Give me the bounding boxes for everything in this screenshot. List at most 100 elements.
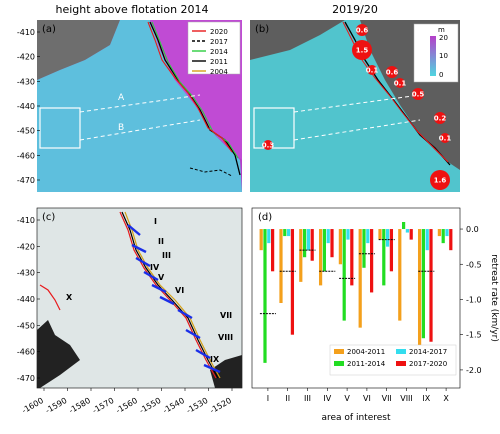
panel-a-ice: [37, 20, 242, 192]
bar-VIII-2014-2017: [405, 229, 410, 233]
bar-VII-2014-2017: [385, 229, 390, 247]
legend-label-2004: 2004: [210, 68, 228, 76]
bar-III-2004-2011: [299, 229, 303, 282]
bar-II-2011-2014: [283, 229, 287, 237]
speed-label: 0.2: [434, 115, 447, 123]
profile-segment: [195, 348, 211, 360]
speed-label: 1.5: [356, 47, 369, 55]
xtick--1560: -1560: [114, 396, 139, 415]
region-label-a: A: [118, 93, 125, 103]
colorbar-tick-10: 10: [439, 52, 448, 60]
xtick-d-VIII: VIII: [400, 394, 413, 403]
xtick-d-II: II: [285, 394, 290, 403]
ytick-d-0.0: 0.0: [466, 225, 479, 234]
bar-I-2011-2014: [263, 229, 267, 363]
legend-swatch-2011-2014: [334, 361, 344, 366]
panel-c-line-2004: [124, 211, 221, 379]
panel-a-zoom-box: [39, 107, 81, 149]
ytick--470: -470: [17, 374, 35, 383]
bar-VI-2014-2017: [366, 229, 370, 244]
speed-pin: [356, 24, 368, 36]
panel-a-line-2011: [149, 21, 241, 176]
speed-label: 0.6: [356, 27, 369, 35]
speed-label: 0.5: [412, 91, 425, 99]
bar-II-2014-2017: [286, 229, 291, 237]
bar-IX-2011-2014: [421, 229, 425, 339]
bar-I-2014-2017: [267, 229, 271, 244]
panel-c-label: (c): [42, 212, 55, 223]
profile-segment: [131, 243, 147, 254]
bar-X-2004-2011: [437, 229, 441, 237]
panel-a-profile-b: [79, 119, 201, 141]
panel-a-line-2020: [147, 21, 233, 153]
ytick--460: -460: [17, 151, 35, 160]
xtick-d-VII: VII: [382, 394, 392, 403]
ytick--460: -460: [17, 348, 35, 357]
speed-pin: [395, 78, 405, 88]
colorbar-unit: m: [438, 26, 445, 34]
profile-segment: [159, 295, 175, 306]
panel-c-x-line: [39, 284, 61, 311]
colorbar-tick-20: 20: [439, 34, 448, 42]
bar-V-2014-2017: [346, 229, 350, 240]
panel-c-rock: [37, 320, 80, 388]
speed-label: 0.3: [262, 142, 275, 150]
bar-VI-2004-2011: [358, 229, 362, 328]
bar-IX-2014-2017: [425, 229, 429, 251]
speed-label: 0.1: [394, 80, 407, 88]
ytick--440: -440: [17, 295, 35, 304]
colorbar-tick-0: 0: [439, 71, 443, 79]
legend-label-2017: 2017: [210, 38, 228, 46]
xtick--1590: -1590: [44, 396, 69, 415]
xtick-d-III: III: [304, 394, 311, 403]
ytick--410: -410: [17, 28, 35, 37]
area-label-I: I: [154, 217, 157, 226]
legend-label-2011-2014: 2011-2014: [347, 360, 386, 368]
speed-label: 0.1: [366, 67, 379, 75]
profile-segment: [185, 328, 201, 340]
xtick-d-X: X: [443, 394, 449, 403]
panel-d-ylabel: retreat rate (km/yr): [489, 254, 499, 342]
xtick--1600: -1600: [20, 396, 45, 415]
bar-V-2017-2020: [350, 229, 354, 286]
bar-VII-2004-2011: [378, 229, 382, 240]
region-label-b: B: [118, 123, 124, 133]
profile-segment: [135, 256, 151, 268]
bar-X-2011-2014: [441, 229, 445, 244]
panel-a: height above flotation 2014 A B (a) 2020…: [17, 3, 242, 192]
bar-IX-2004-2011: [417, 229, 422, 346]
legend-label-2020: 2020: [210, 28, 228, 36]
bar-VI-2017-2020: [370, 229, 374, 293]
panel-b-ice: [250, 20, 460, 192]
panel-b: 2019/20 (b) m 20 10 0 0.6 1.5 0.1 0.6 0.1 0.5…: [250, 3, 460, 192]
profile-segment: [143, 270, 159, 282]
panel-b-title: 2019/20: [332, 3, 378, 16]
speed-pin: [434, 112, 446, 124]
speed-label: 0.6: [386, 69, 399, 77]
panel-b-profile-a: [293, 94, 421, 113]
bar-IV-2014-2017: [326, 229, 330, 244]
ytick--420: -420: [17, 53, 35, 62]
panel-a-land: [37, 20, 120, 80]
bar-VII-2011-2014: [382, 229, 386, 286]
xtick--1520: -1520: [208, 396, 233, 415]
area-label-VIII: VIII: [218, 333, 233, 342]
ytick-d--1.5: -1.5: [466, 331, 482, 340]
panel-a-legend: 2020 2017 2014 2011 2004: [187, 21, 241, 76]
colorbar-gradient: [430, 36, 436, 76]
panel-b-label: (b): [255, 24, 269, 35]
profile-segment: [151, 283, 167, 294]
area-label-II: II: [158, 237, 164, 246]
bar-VIII-2017-2020: [409, 229, 413, 240]
area-label-V: V: [158, 273, 165, 282]
bar-IV-2004-2011: [318, 229, 323, 286]
ytick--410: -410: [17, 216, 35, 225]
legend-label-2014-2017: 2014-2017: [409, 348, 447, 356]
bar-VI-2011-2014: [362, 229, 366, 268]
bar-I-2017-2020: [271, 229, 275, 272]
legend-swatch-2014-2017: [396, 349, 406, 354]
profile-segment: [127, 224, 141, 236]
xtick-d-I: I: [267, 394, 269, 403]
